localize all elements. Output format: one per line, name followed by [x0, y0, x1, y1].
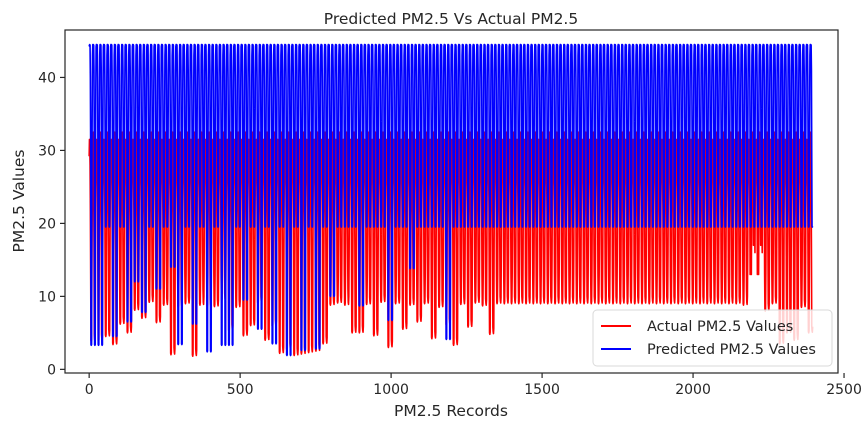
y-tick-label: 30	[38, 143, 56, 159]
axis-layer: 0 500 1000 1500 2000 2500 0 10 20 30 40	[38, 29, 862, 398]
x-tick-label: 1500	[524, 382, 560, 398]
chart-title: Predicted PM2.5 Vs Actual PM2.5	[324, 10, 578, 28]
plot-frame	[64, 29, 839, 374]
x-tick-label: 2500	[826, 382, 862, 398]
legend: Actual PM2.5 Values Predicted PM2.5 Valu…	[592, 309, 833, 367]
y-tick-label: 10	[38, 289, 56, 305]
x-tick-label: 2000	[675, 382, 711, 398]
x-axis-label: PM2.5 Records	[394, 402, 508, 420]
y-axis-label: PM2.5 Values	[10, 150, 28, 253]
x-tick-label: 1000	[373, 382, 409, 398]
predicted-pm25-line	[88, 43, 814, 357]
legend-label-predicted: Predicted PM2.5 Values	[647, 342, 816, 358]
y-tick-label: 40	[38, 70, 56, 86]
y-tick-label: 20	[38, 216, 56, 232]
legend-box	[592, 309, 833, 367]
series-layer	[88, 43, 814, 358]
y-tick-label: 0	[47, 362, 56, 378]
legend-label-actual: Actual PM2.5 Values	[647, 319, 793, 335]
x-tick-label: 0	[85, 382, 94, 398]
x-tick-label: 500	[227, 382, 254, 398]
